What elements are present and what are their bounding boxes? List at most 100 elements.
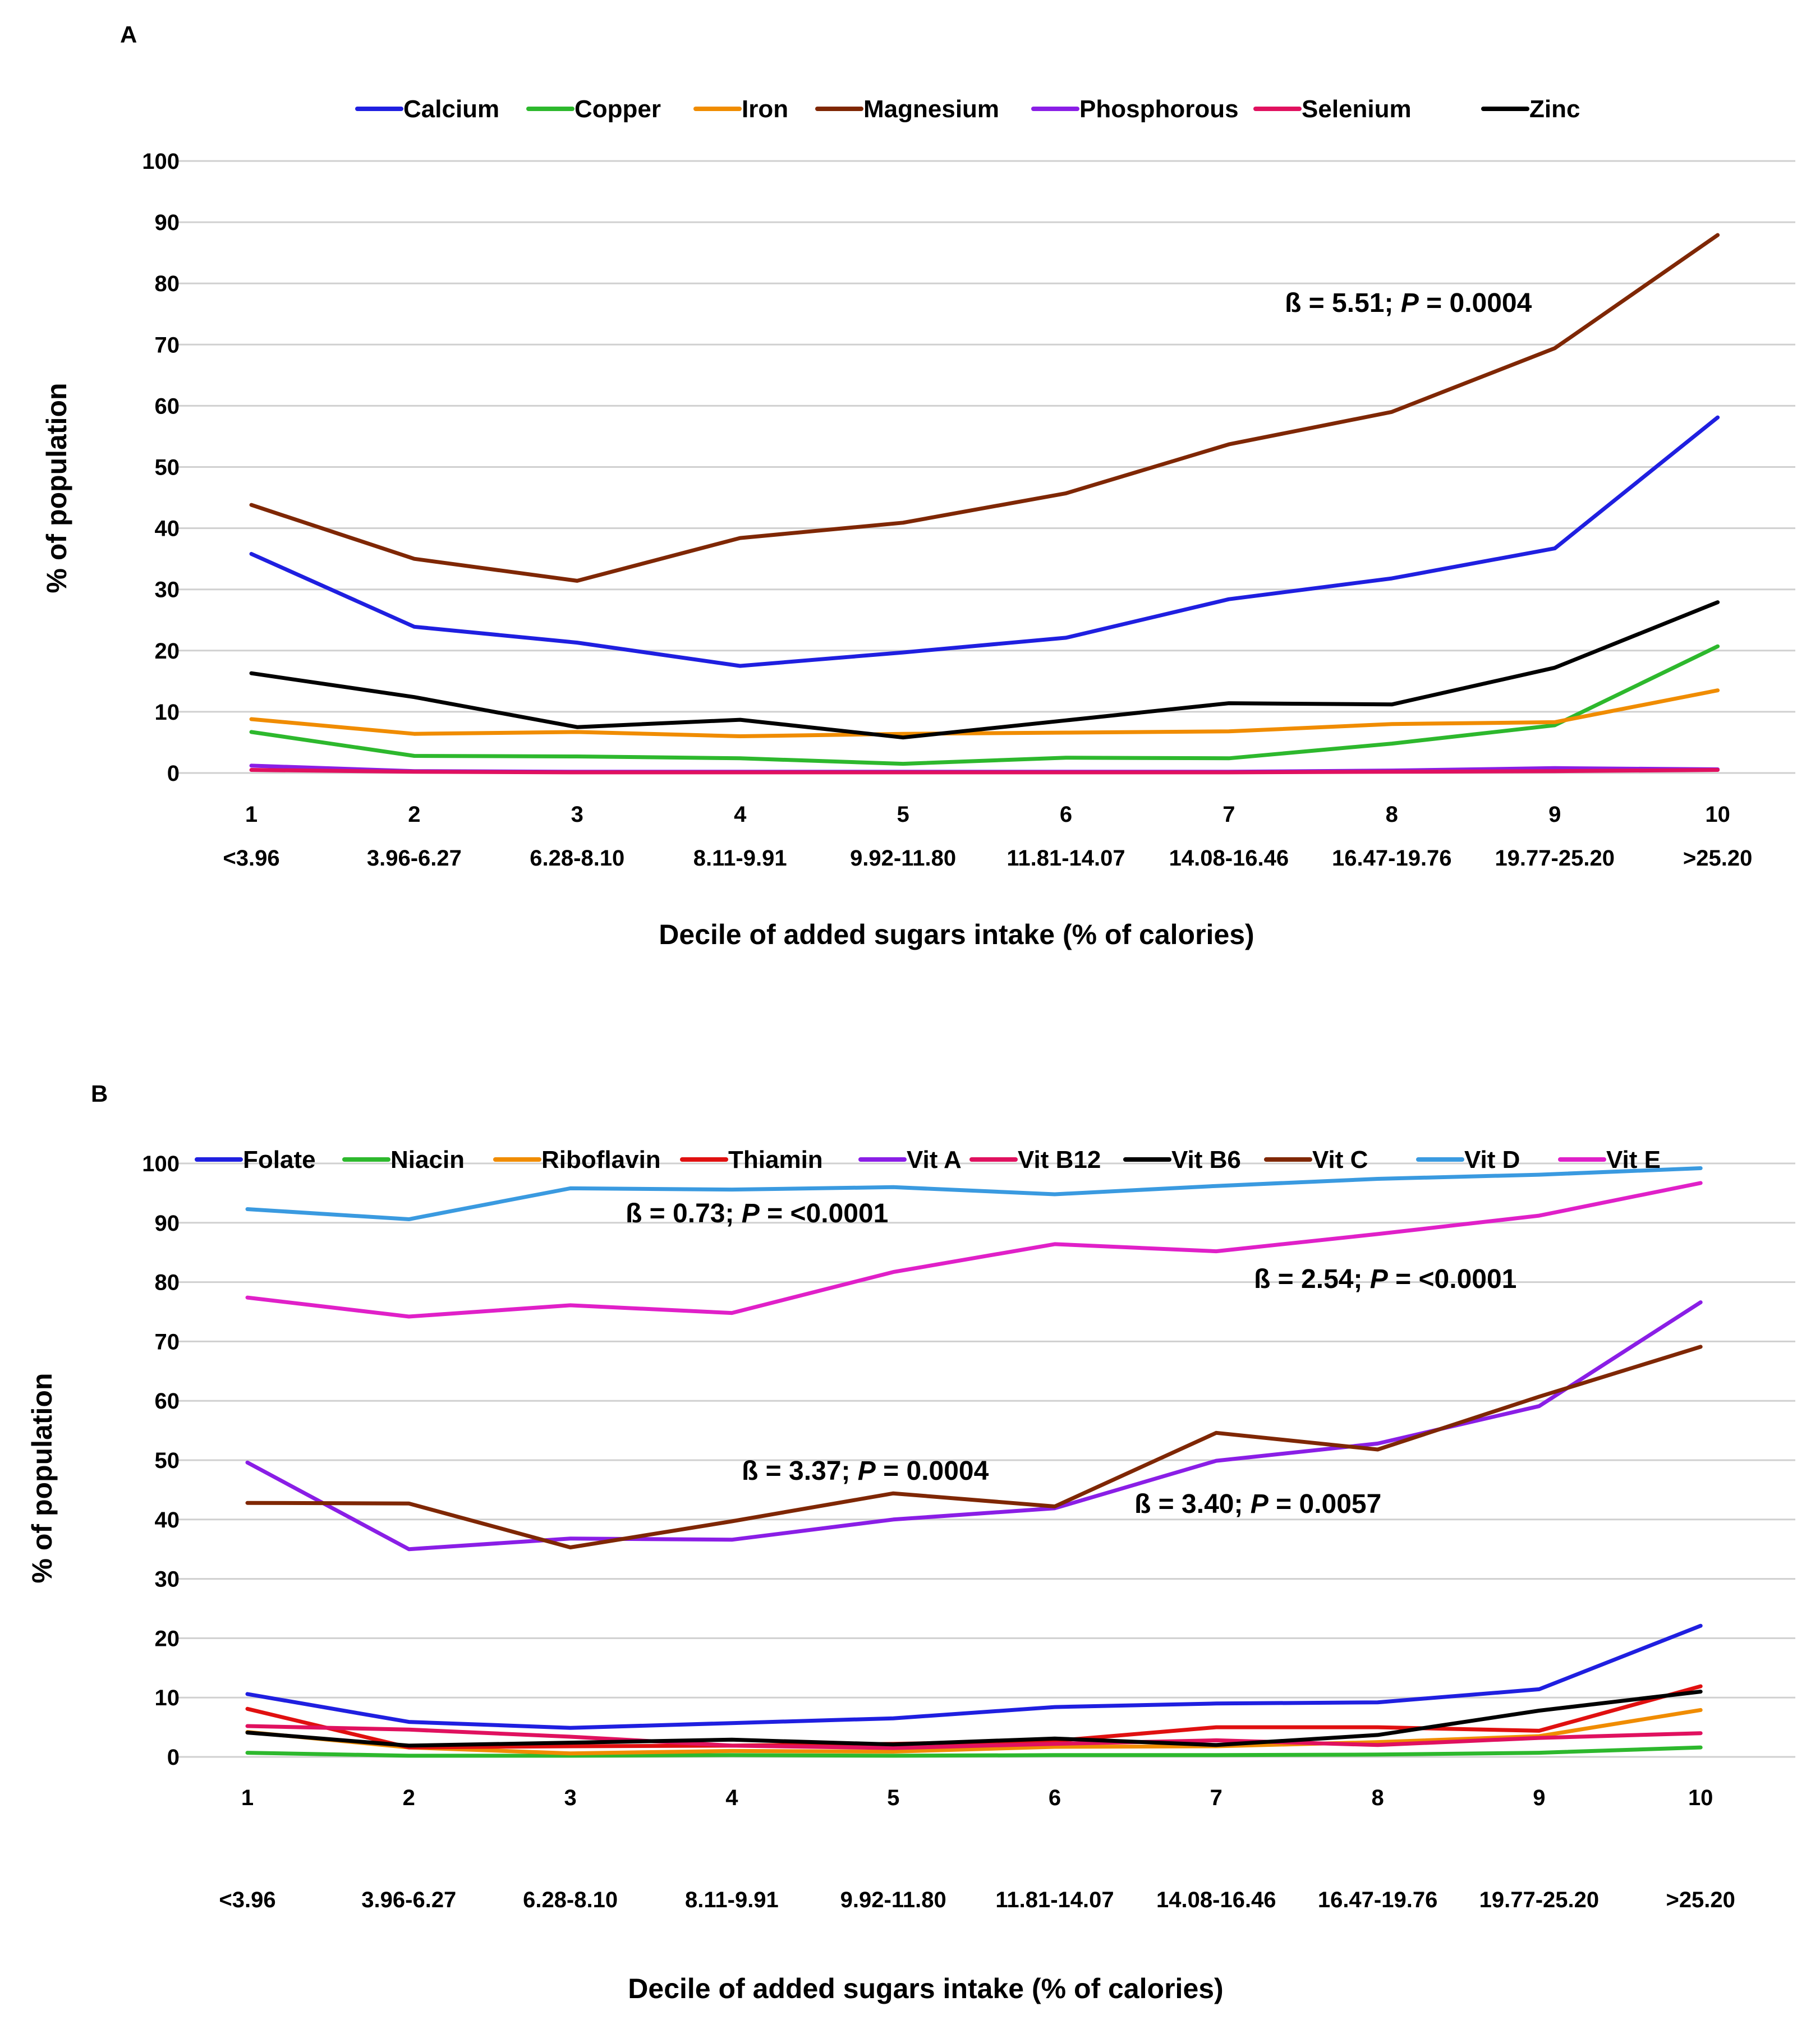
panel-b-x-tick-label: 10 <box>1688 1786 1713 1810</box>
panel-b-x-tick-label: 7 <box>1210 1786 1222 1810</box>
panel-a-series-line-calcium <box>249 415 1720 668</box>
panel-b-x-range-label: 11.81-14.07 <box>995 1888 1114 1912</box>
panel-b-y-tick-label: 60 <box>155 1389 180 1414</box>
panel-a-y-tick-label: 90 <box>155 210 180 235</box>
panel-b-x-range-label: 16.47-19.76 <box>1318 1888 1438 1912</box>
panel-b-x-range-label: 8.11-9.91 <box>685 1888 779 1912</box>
panel-a-series-line-zinc <box>249 600 1720 740</box>
panel-a-x-range-label: >25.20 <box>1683 846 1752 871</box>
panel-b-legend: Folate Niacin Riboflavin Thiamin Vit A Vit B1… <box>195 1146 1661 1174</box>
panel-b-x-tick-label: 8 <box>1371 1786 1384 1810</box>
panel-a-x-tick-label: 7 <box>1222 802 1235 827</box>
panel-a-legend-label-phosphorous: Phosphorous <box>1079 95 1239 123</box>
panel-b-series-line-vit-b6 <box>245 1690 1703 1748</box>
panel-b-x-ranges: <3.96 3.96-6.27 6.28-8.10 8.11-9.91 9.92-11.… <box>219 1888 1735 1912</box>
panel-b-y-tick-label: 0 <box>167 1745 180 1770</box>
panel-a-x-range-label: <3.96 <box>223 846 279 871</box>
panel-a-annotation-magnesium: ß = 5.51; P = 0.0004 <box>1285 288 1532 318</box>
panel-a-x-tick-label: 8 <box>1386 802 1398 827</box>
panel-b-x-tick-label: 6 <box>1049 1786 1061 1810</box>
panel-a-x-ranges: <3.96 3.96-6.27 6.28-8.10 8.11-9.91 9.92-11.… <box>223 846 1752 871</box>
panel-a-x-range-label: 11.81-14.07 <box>1006 846 1125 871</box>
panel-a-x-tick-label: 10 <box>1705 802 1730 827</box>
panel-b-series-line-vit-a <box>245 1300 1703 1552</box>
panel-b-y-tick-label: 90 <box>155 1211 180 1236</box>
panel-a-y-tick-label: 70 <box>155 333 180 357</box>
panel-b-series-line-vit-b12 <box>245 1724 1703 1750</box>
panel-a-x-tick-label: 1 <box>245 802 258 827</box>
panel-b-legend-label-vit-c: Vit C <box>1312 1146 1368 1174</box>
panel-a-x-range-label: 6.28-8.10 <box>530 846 624 871</box>
panel-a-y-tick-label: 20 <box>155 639 180 664</box>
panel-b-annotation-vit-c: ß = 3.37; P = 0.0004 <box>742 1456 989 1486</box>
panel-a-legend-label-iron: Iron <box>742 95 788 123</box>
panel-a-legend-label-calcium: Calcium <box>403 95 499 123</box>
panel-b-annotation-vit-e: ß = 2.54; P = <0.0001 <box>1254 1264 1516 1294</box>
panel-b-gridlines <box>177 1162 1795 1758</box>
panel-b-x-range-label: 19.77-25.20 <box>1479 1888 1600 1912</box>
panel-a-x-range-label: 19.77-25.20 <box>1495 846 1615 871</box>
panel-a-y-ticks: 0 10 20 30 40 50 60 70 80 90 100 <box>142 149 180 786</box>
panel-a-series-line-selenium <box>249 768 1720 775</box>
panel-b-y-ticks: 0 10 20 30 40 50 60 70 80 90 100 <box>142 1152 180 1770</box>
panel-a-x-tick-label: 5 <box>897 802 909 827</box>
panel-a-y-tick-label: 80 <box>155 272 180 296</box>
panel-b-annotation-vit-d: ß = 0.73; P = <0.0001 <box>626 1199 888 1228</box>
panel-a-y-tick-label: 40 <box>155 517 180 541</box>
panel-b-y-tick-label: 40 <box>155 1508 180 1533</box>
panel-a-y-tick-label: 0 <box>167 761 180 786</box>
panel-b-series-lines <box>245 1166 1703 1758</box>
panel-b-legend-label-vit-a: Vit A <box>907 1146 962 1174</box>
panel-b-legend-label-vit-b6: Vit B6 <box>1171 1146 1241 1174</box>
panel-a-x-range-label: 14.08-16.46 <box>1169 846 1289 871</box>
panel-b-chart: B 0 10 20 30 40 50 60 70 80 90 100 1 2 3 4 5 6 7 8 9 10 <3.… <box>26 1080 1795 2004</box>
panel-a-x-axis-title: Decile of added sugars intake (% of calo… <box>659 919 1254 950</box>
panel-b-series-line-vit-d <box>245 1166 1703 1221</box>
panel-b-legend-label-riboflavin: Riboflavin <box>541 1146 661 1174</box>
panel-a-x-tick-label: 4 <box>734 802 747 827</box>
panel-a-x-tick-label: 2 <box>408 802 420 827</box>
panel-a-x-ticks: 1 2 3 4 5 6 7 8 9 10 <box>245 802 1730 827</box>
panel-b-x-range-label: <3.96 <box>219 1888 275 1912</box>
panel-b-x-range-label: >25.20 <box>1666 1888 1735 1912</box>
panel-b-series-line-niacin <box>245 1745 1703 1758</box>
panel-a-chart: A 0 10 20 30 40 50 60 70 80 90 100 1 2 3 4 5 6 7 8 9 10 <3.… <box>41 21 1795 950</box>
panel-b-series-line-folate <box>245 1623 1703 1730</box>
panel-b-x-range-label: 6.28-8.10 <box>523 1888 618 1912</box>
panel-b-series-line-vit-c <box>245 1345 1703 1549</box>
panel-b-x-ticks: 1 2 3 4 5 6 7 8 9 10 <box>241 1786 1713 1810</box>
panel-a-x-range-label: 3.96-6.27 <box>367 846 462 871</box>
panel-a-x-range-label: 16.47-19.76 <box>1332 846 1452 871</box>
panel-b-x-tick-label: 2 <box>403 1786 415 1810</box>
panel-a-y-tick-label: 50 <box>155 455 180 480</box>
panel-b-x-tick-label: 9 <box>1533 1786 1545 1810</box>
panel-a-legend-label-magnesium: Magnesium <box>863 95 999 123</box>
panel-b-legend-label-folate: Folate <box>243 1146 316 1174</box>
panel-b-label: B <box>91 1080 108 1107</box>
panel-b-y-tick-label: 20 <box>155 1626 180 1651</box>
panel-b-series-line-vit-e <box>245 1181 1703 1319</box>
panel-b-y-tick-label: 100 <box>142 1152 180 1176</box>
panel-a-legend-label-copper: Copper <box>575 95 661 123</box>
panel-a-series-line-iron <box>249 688 1720 738</box>
panel-b-x-range-label: 3.96-6.27 <box>361 1888 456 1912</box>
panel-b-legend-label-vit-d: Vit D <box>1464 1146 1520 1174</box>
panel-a-legend-label-zinc: Zinc <box>1529 95 1580 123</box>
panel-b-legend-label-vit-e: Vit E <box>1606 1146 1661 1174</box>
panel-a-x-range-label: 9.92-11.80 <box>850 846 956 871</box>
panel-b-y-axis-title: % of population <box>26 1373 58 1584</box>
panel-b-annotation-vit-a: ß = 3.40; P = 0.0057 <box>1134 1489 1381 1519</box>
panel-b-legend-label-niacin: Niacin <box>390 1146 465 1174</box>
panel-a-y-axis-title: % of population <box>41 383 72 593</box>
panel-a-series-line-copper <box>249 644 1720 766</box>
panel-b-y-tick-label: 50 <box>155 1448 180 1473</box>
panel-a-x-tick-label: 6 <box>1060 802 1072 827</box>
panel-a-legend-label-selenium: Selenium <box>1302 95 1412 123</box>
panel-a-series-line-magnesium <box>249 233 1720 583</box>
panel-b-x-tick-label: 3 <box>564 1786 576 1810</box>
panel-b-y-tick-label: 80 <box>155 1271 180 1295</box>
panel-a-y-tick-label: 30 <box>155 578 180 602</box>
panel-b-y-tick-label: 30 <box>155 1567 180 1592</box>
panel-a-legend: Calcium Copper Iron Magnesium Phosphorous Sel… <box>355 95 1580 123</box>
